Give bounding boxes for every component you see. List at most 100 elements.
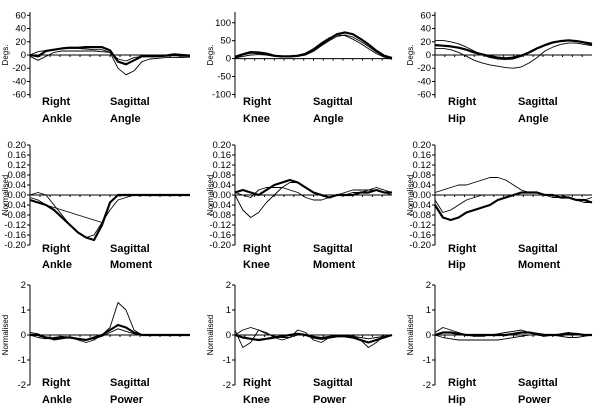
y-tick-label: -0.12 [409, 220, 431, 231]
y-tick-label: 60 [420, 10, 431, 21]
y-tick-label: 1 [226, 305, 231, 316]
series-1-line [434, 331, 592, 337]
y-tick-label: -1 [18, 355, 26, 366]
y-tick-label: -1 [423, 355, 431, 366]
plane-label: Sagittal [518, 377, 558, 389]
y-tick-label: 0 [21, 330, 26, 341]
measure-label: Power [313, 394, 347, 406]
joint-side-label: Right [42, 243, 70, 255]
joint-side-label: Right [243, 377, 271, 389]
plane-label: Sagittal [313, 377, 353, 389]
y-tick-label: 40 [420, 24, 431, 35]
joint-side-label: Right [448, 377, 476, 389]
y-tick-label: 0.16 [413, 150, 432, 161]
y-tick-label: -0.16 [409, 230, 431, 241]
joint-name-label: Knee [243, 259, 270, 271]
y-tick-label: 0.12 [213, 160, 232, 171]
y-axis-label: Normalised [1, 175, 10, 215]
y-tick-label: 0.12 [8, 160, 27, 171]
series-2-line [234, 182, 393, 218]
right-ankle-sagittal-moment-panel: 0.200.160.120.080.040.00-0.04-0.08-0.12-… [1, 140, 190, 271]
y-axis-label: Degs. [1, 45, 10, 66]
y-axis-label: Normalised [206, 315, 215, 355]
y-tick-label: 0 [426, 330, 431, 341]
series-2-line [434, 177, 593, 201]
joint-name-label: Knee [243, 113, 270, 125]
y-tick-label: 0.08 [213, 170, 232, 181]
y-tick-label: 100 [215, 18, 231, 29]
y-tick-label: -0.08 [4, 210, 26, 221]
measure-label: Power [518, 394, 552, 406]
y-tick-label: -0.16 [4, 230, 26, 241]
y-tick-label: -0.04 [409, 200, 431, 211]
y-tick-label: -1 [223, 355, 231, 366]
series-3-line [234, 34, 393, 60]
right-ankle-sagittal-power-panel: 2 1 0 -1 -2 Normalised Right Ankle Sagittal Power [1, 280, 190, 406]
y-tick-label: -0.16 [209, 230, 231, 241]
right-hip-sagittal-angle-panel: 60 40 20 0 -20 -40 -60 Degs. Right Hip Sagittal Ang… [406, 10, 593, 125]
y-tick-label: -2 [423, 380, 431, 391]
joint-side-label: Right [243, 96, 271, 108]
series-3-line [435, 42, 593, 69]
series-3-line [234, 187, 393, 201]
y-tick-label: -40 [12, 76, 26, 87]
joint-side-label: Right [42, 377, 70, 389]
measure-label: Power [110, 394, 144, 406]
series-2-line [29, 192, 190, 238]
y-tick-label: -0.20 [4, 240, 26, 251]
plane-label: Sagittal [313, 96, 353, 108]
y-axis-label: Normalised [406, 175, 415, 215]
plane-label: Sagittal [313, 243, 353, 255]
y-tick-label: -60 [12, 90, 26, 101]
series-1-line [234, 31, 393, 59]
y-tick-label: 0.16 [8, 150, 27, 161]
y-tick-label: 0.16 [213, 150, 232, 161]
series-3-line [434, 194, 592, 213]
joint-side-label: Right [243, 243, 271, 255]
y-tick-label: -60 [417, 90, 431, 101]
y-tick-label: 2 [226, 280, 231, 291]
y-tick-label: 0.12 [413, 160, 432, 171]
y-tick-label: -0.12 [209, 220, 231, 231]
series-2-line [234, 34, 393, 60]
plane-label: Sagittal [518, 243, 558, 255]
series-2-line [434, 327, 592, 337]
right-knee-sagittal-power-panel: 2 1 0 -1 -2 Normalised Right Knee Sagittal Power [206, 280, 393, 406]
y-tick-label: -0.04 [4, 200, 26, 211]
right-knee-sagittal-angle-panel: 100 50 0 -50 -100 Degs. Right Knee Sagittal Angle [206, 12, 393, 125]
y-tick-label: -2 [18, 380, 26, 391]
measure-label: Moment [110, 259, 153, 271]
series-2-line [435, 39, 593, 61]
y-tick-label: 2 [21, 280, 26, 291]
y-tick-label: 0.20 [8, 140, 27, 151]
joint-name-label: Hip [448, 394, 466, 406]
y-tick-label: 0.08 [8, 170, 27, 181]
y-tick-label: -0.20 [209, 240, 231, 251]
series-1-line [234, 332, 393, 344]
measure-label: Angle [518, 113, 549, 125]
y-tick-label: 0.20 [413, 140, 432, 151]
y-tick-label: -0.08 [209, 210, 231, 221]
y-tick-label: -40 [417, 76, 431, 87]
joint-side-label: Right [448, 243, 476, 255]
right-ankle-sagittal-angle-panel: 60 40 20 0 -20 -40 -60 Degs. Right Ankle Sagittal A… [1, 10, 191, 125]
measure-label: Moment [518, 259, 561, 271]
plane-label: Sagittal [110, 243, 150, 255]
joint-name-label: Ankle [42, 259, 72, 271]
measure-label: Angle [110, 113, 141, 125]
y-tick-label: 0 [426, 50, 431, 61]
y-axis-label: Degs. [406, 45, 415, 66]
y-axis-label: Normalised [1, 315, 10, 355]
series-3-line [29, 328, 190, 341]
y-tick-label: -2 [223, 380, 231, 391]
y-tick-label: 0.04 [413, 180, 432, 191]
y-tick-label: 40 [15, 24, 26, 35]
joint-side-label: Right [448, 96, 476, 108]
joint-name-label: Hip [448, 113, 466, 125]
y-tick-label: -0.04 [209, 200, 231, 211]
right-knee-sagittal-moment-panel: 0.200.160.120.080.040.00-0.04-0.08-0.12-… [206, 140, 393, 271]
series-1-line [29, 193, 190, 242]
joint-name-label: Hip [448, 259, 466, 271]
y-axis-label: Degs. [206, 45, 215, 66]
